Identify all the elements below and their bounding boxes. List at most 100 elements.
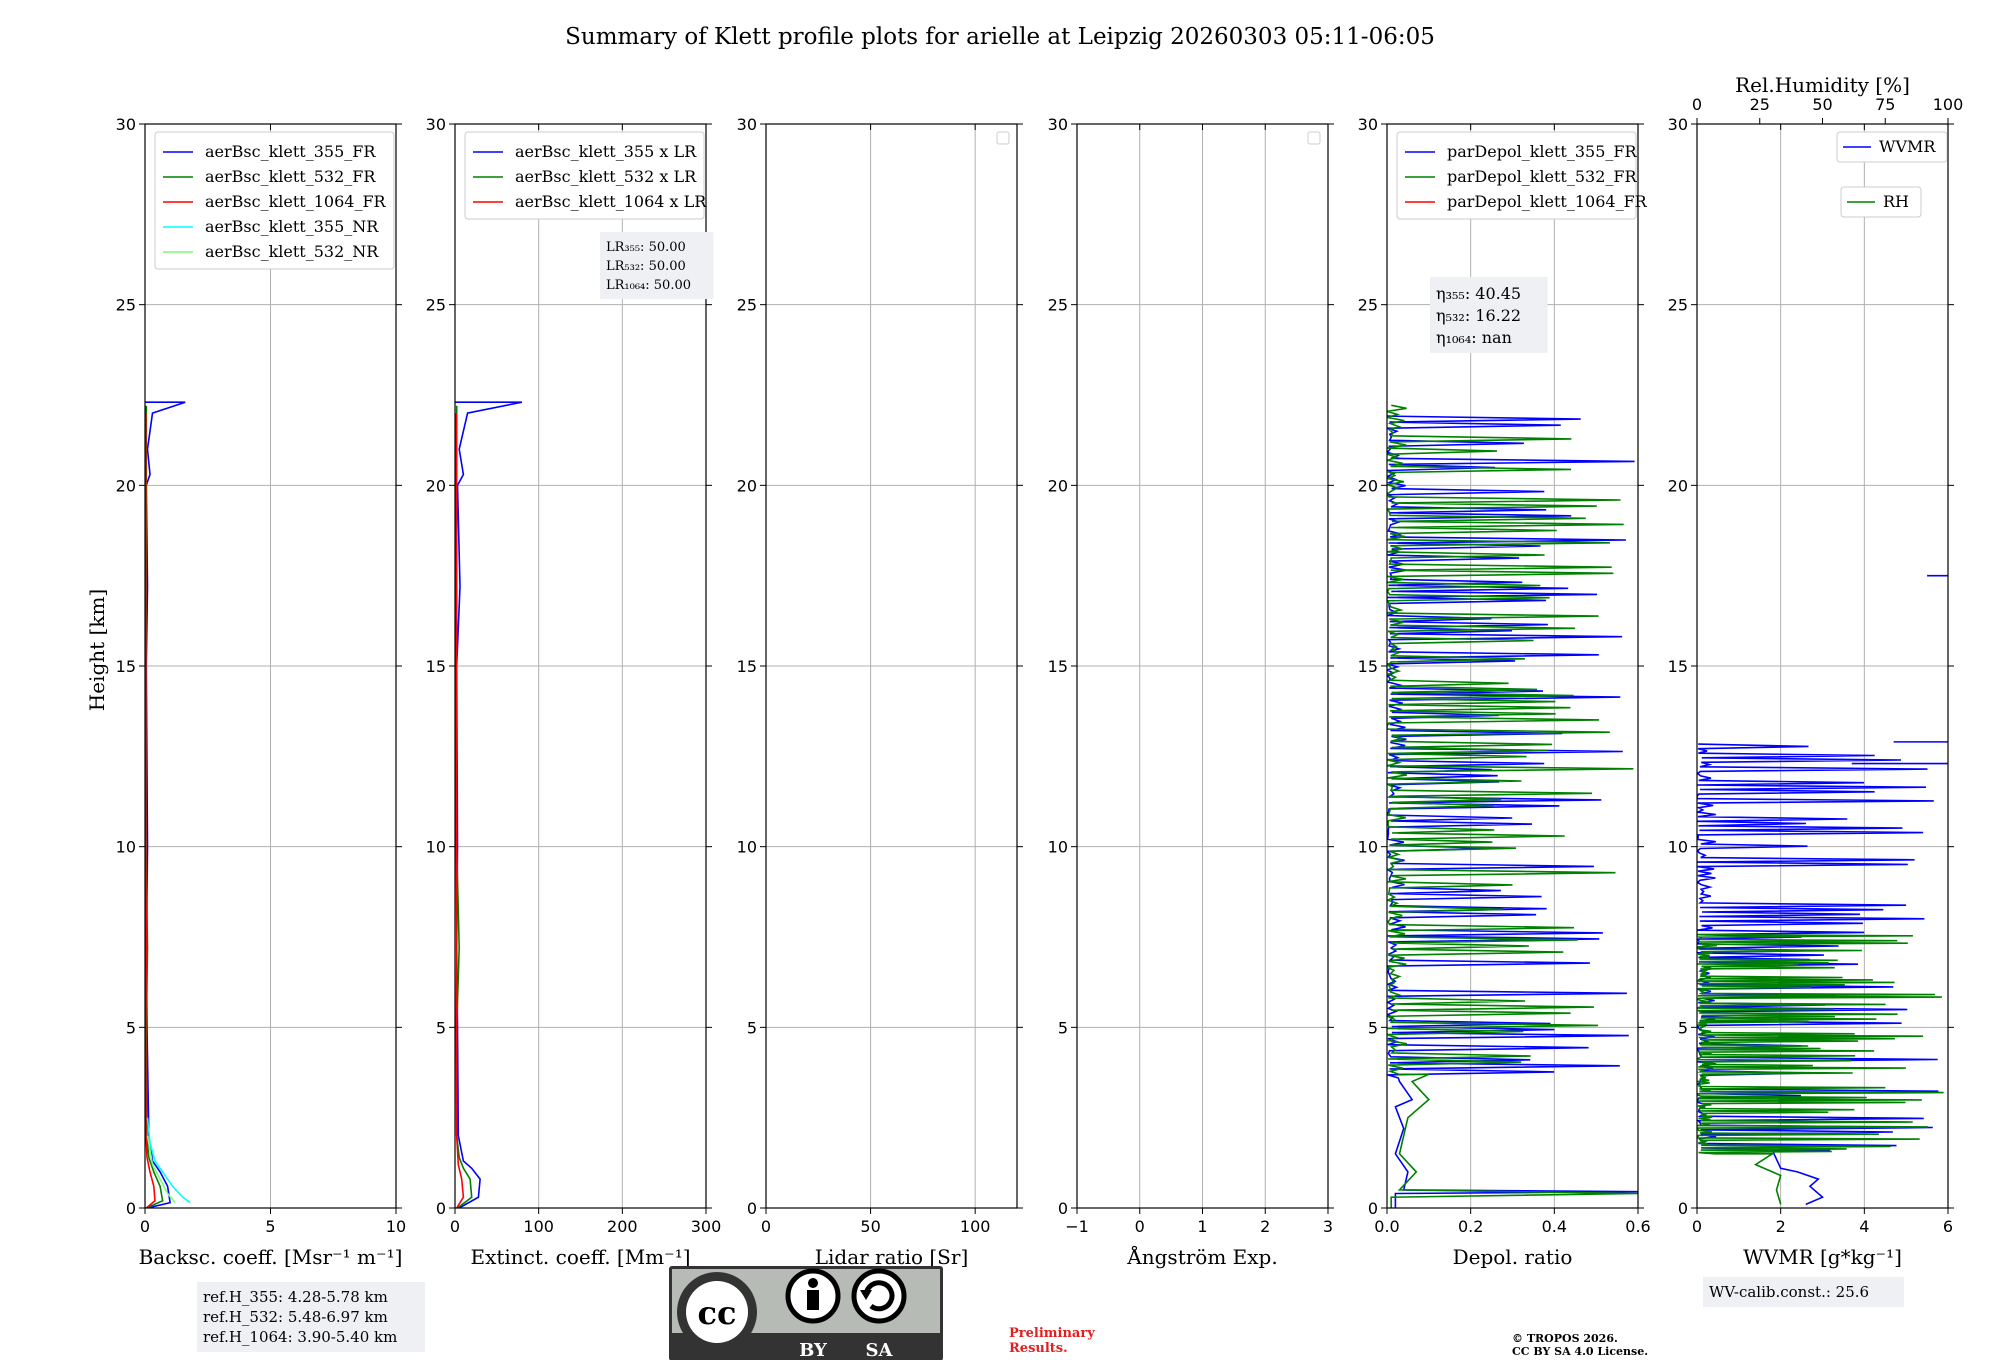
cc-license-badge: cc BY SA	[669, 1266, 943, 1360]
series-aerBsc_klett_355 x LR	[455, 401, 523, 1208]
extinction-xtick-label-3: 300	[691, 1217, 722, 1236]
depolarization-ytick-label-1: 5	[1368, 1018, 1378, 1037]
cc-icon-text: cc	[698, 1294, 737, 1332]
water-vapor-top-xtick-label-2: 50	[1812, 95, 1832, 114]
water-vapor-ytick-label-0: 0	[1678, 1199, 1688, 1218]
angstrom-ytick-label-2: 10	[1048, 838, 1068, 857]
backscatter-legend-label-4: aerBsc_klett_532_NR	[205, 242, 379, 261]
sa-icon-arrowhead	[860, 1290, 872, 1300]
backscatter-info-line-1: ref.H_532: 5.48-6.97 km	[203, 1308, 388, 1326]
extinction-legend-label-1: aerBsc_klett_532 x LR	[515, 167, 697, 186]
extinction-legend-label-2: aerBsc_klett_1064 x LR	[515, 192, 707, 211]
angstrom-ytick-label-0: 0	[1058, 1199, 1068, 1218]
backscatter-ytick-label-4: 20	[116, 476, 136, 495]
backscatter-info-line-2: ref.H_1064: 3.90-5.40 km	[203, 1328, 397, 1346]
water-vapor-xtick-label-0: 0	[1692, 1217, 1702, 1236]
water-vapor-top-xtick-label-1: 25	[1750, 95, 1770, 114]
panel-water-vapor: 0 2 4 6 0 5 10 15 20 25 30 WVMR [g*kg⁻¹] 0 25 50 75 100 R…	[1668, 73, 1964, 1307]
water-vapor-legend-label-0: WVMR	[1879, 137, 1936, 156]
depolarization-legend-label-1: parDepol_klett_532_FR	[1447, 167, 1638, 186]
series-parDepol_klett_532_FR	[1387, 404, 1638, 1208]
sa-icon	[851, 1268, 907, 1324]
backscatter-legend-label-2: aerBsc_klett_1064_FR	[205, 192, 387, 211]
series-aerBsc_klett_1064 x LR	[455, 413, 465, 1208]
depolarization-ytick-label-0: 0	[1368, 1199, 1378, 1218]
lidar-ratio-xtick-label-1: 50	[860, 1217, 880, 1236]
water-vapor-top-xtick-label-4: 100	[1933, 95, 1964, 114]
series-aerBsc_klett_355_FR	[145, 401, 186, 1208]
sa-icon-arrow	[863, 1280, 895, 1312]
water-vapor-xtick-label-2: 4	[1859, 1217, 1869, 1236]
water-vapor-info-box	[1703, 1277, 1904, 1307]
water-vapor-xtick-label-3: 6	[1943, 1217, 1953, 1236]
panel-lidar-ratio: 0 50 100 0 5 10 15 20 25 30 Lidar ratio [Sr]	[737, 115, 1023, 1269]
series-parDepol_klett_355_FR	[1387, 415, 1638, 1208]
lidar-ratio-ytick-label-5: 25	[737, 296, 757, 315]
series-RH	[1697, 933, 1944, 1205]
water-vapor-series-group	[1697, 574, 1948, 1206]
figure-title: Summary of Klett profile plots for ariel…	[565, 24, 1435, 50]
lidar-ratio-ytick-label-1: 5	[747, 1018, 757, 1037]
extinction-xtick-label-2: 200	[607, 1217, 638, 1236]
angstrom-ytick-label-6: 30	[1048, 115, 1068, 134]
water-vapor-top-xtick-label-3: 75	[1875, 95, 1895, 114]
lidar-ratio-ytick-label-3: 15	[737, 657, 757, 676]
angstrom-xtick-label-2: 1	[1197, 1217, 1207, 1236]
backscatter-ytick-label-1: 5	[126, 1018, 136, 1037]
depolarization-legend-label-0: parDepol_klett_355_FR	[1447, 142, 1638, 161]
backscatter-legend-box	[154, 131, 395, 270]
angstrom-ytick-label-5: 25	[1048, 296, 1068, 315]
lidar-ratio-ytick-label-6: 30	[737, 115, 757, 134]
depolarization-ytick-label-2: 10	[1358, 838, 1378, 857]
angstrom-xtick-label-3: 2	[1260, 1217, 1270, 1236]
angstrom-xtick-label-0: −1	[1065, 1217, 1089, 1236]
by-icon-head	[808, 1278, 818, 1288]
water-vapor-top-xtick-label-0: 0	[1692, 95, 1702, 114]
extinction-info-line-2: LR₁₀₆₄: 50.00	[606, 278, 691, 293]
backscatter-xtick-label-0: 0	[140, 1217, 150, 1236]
depolarization-legend-label-2: parDepol_klett_1064_FR	[1447, 192, 1648, 211]
extinction-ytick-label-3: 15	[426, 657, 446, 676]
angstrom-xlabel: Ångström Exp.	[1126, 1244, 1277, 1269]
extinction-info-box	[600, 232, 714, 299]
extinction-series-group	[455, 401, 523, 1208]
extinction-ytick-label-5: 25	[426, 296, 446, 315]
lidar-ratio-xtick-label-0: 0	[761, 1217, 771, 1236]
angstrom-ytick-label-1: 5	[1058, 1018, 1068, 1037]
backscatter-ytick-label-5: 25	[116, 296, 136, 315]
extinction-info-line-1: LR₅₃₂: 50.00	[606, 259, 686, 274]
backscatter-legend-label-0: aerBsc_klett_355_FR	[205, 142, 376, 161]
angstrom-empty-legend	[1307, 131, 1321, 145]
series-aerBsc_klett_532_NR	[146, 1135, 176, 1204]
copyright-text-2: CC BY SA 4.0 License.	[1512, 1345, 1648, 1358]
license-sa-text: SA	[866, 1340, 894, 1360]
water-vapor-ytick-label-1: 5	[1678, 1018, 1688, 1037]
depolarization-ytick-label-4: 20	[1358, 476, 1378, 495]
depolarization-xlabel: Depol. ratio	[1453, 1245, 1573, 1269]
backscatter-ytick-label-0: 0	[126, 1199, 136, 1218]
backscatter-xtick-label-2: 10	[386, 1217, 406, 1236]
extinction-legend-box	[464, 131, 705, 220]
y-axis-label: Height [km]	[85, 589, 109, 711]
backscatter-series-group	[145, 401, 191, 1208]
water-vapor-legend-label-1: RH	[1883, 192, 1909, 211]
angstrom-ytick-label-3: 15	[1048, 657, 1068, 676]
backscatter-info-line-0: ref.H_355: 4.28-5.78 km	[203, 1288, 388, 1306]
angstrom-xtick-label-4: 3	[1323, 1217, 1333, 1236]
extinction-ytick-label-4: 20	[426, 476, 446, 495]
license-by-text: BY	[799, 1340, 828, 1360]
lidar-ratio-ytick-label-0: 0	[747, 1199, 757, 1218]
depolarization-xtick-label-0: 0.0	[1374, 1217, 1399, 1236]
water-vapor-top-xlabel: Rel.Humidity [%]	[1735, 73, 1910, 97]
backscatter-ytick-label-6: 30	[116, 115, 136, 134]
water-vapor-legend-box-0	[1836, 131, 1948, 163]
series-WVMR	[1697, 743, 1939, 1206]
extinction-info-line-0: LR₃₅₅: 50.00	[606, 240, 686, 255]
depolarization-info-line-0: η₃₅₅: 40.45	[1436, 284, 1521, 303]
backscatter-ytick-label-3: 15	[116, 657, 136, 676]
depolarization-info-line-1: η₅₃₂: 16.22	[1436, 306, 1521, 325]
series-aerBsc_klett_1064_FR	[145, 413, 156, 1208]
panel-backscatter: 0 5 10 0 5 10 15 20 25 30 Backsc. coeff. [Msr⁻¹ m⁻…	[116, 115, 425, 1352]
by-icon-body	[807, 1290, 819, 1310]
